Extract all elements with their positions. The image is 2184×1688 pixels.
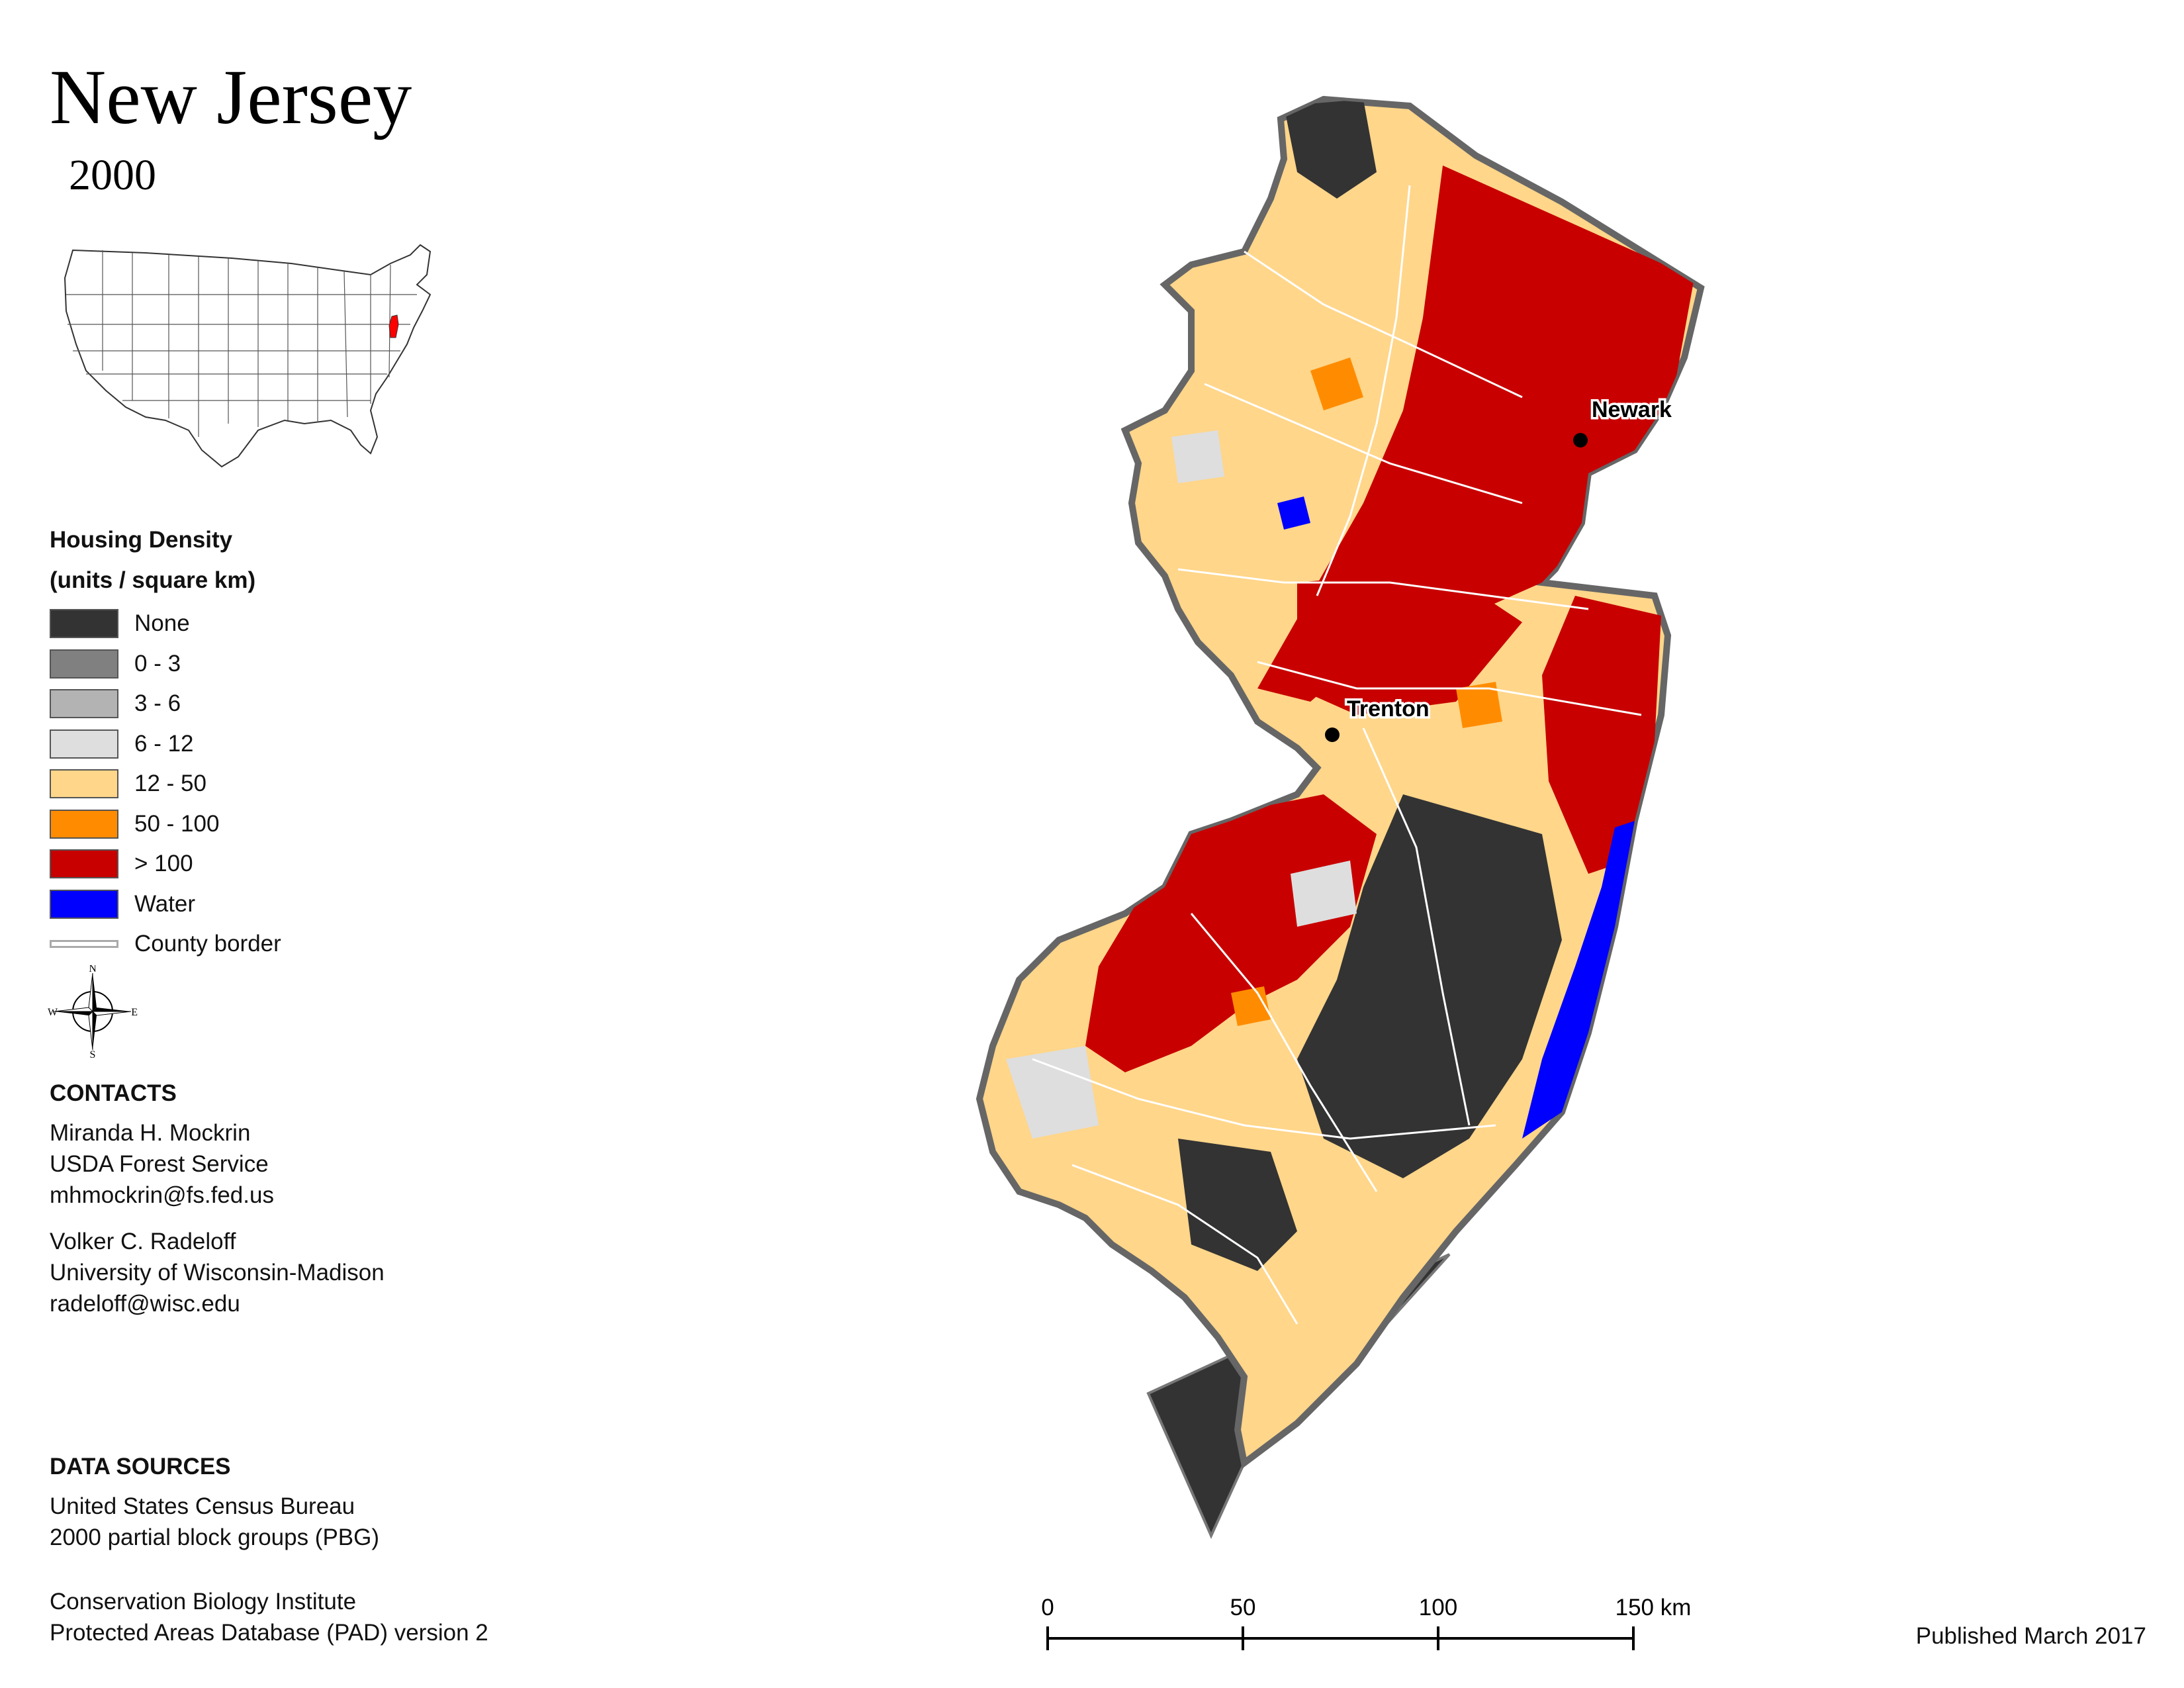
density-over100-northeast (1257, 165, 1694, 702)
published-date: Published March 2017 (1915, 1623, 2146, 1649)
legend-swatch (50, 809, 118, 839)
data-sources-heading: DATA SOURCES (50, 1454, 231, 1479)
legend: None 0 - 3 3 - 6 6 - 12 12 - 50 50 - 100… (50, 604, 281, 964)
contact-org: University of Wisconsin-Madison (50, 1260, 385, 1286)
legend-swatch (50, 940, 118, 949)
contacts-heading: CONTACTS (50, 1080, 177, 1106)
legend-swatch (50, 689, 118, 719)
newark-marker (1573, 433, 1588, 447)
scale-label: 0 (1041, 1595, 1054, 1620)
legend-swatch (50, 609, 118, 639)
legend-title-line1: Housing Density (50, 527, 233, 553)
legend-label: 50 - 100 (134, 810, 220, 837)
newark-label: Newark (1592, 397, 1672, 422)
legend-label: None (134, 610, 190, 637)
legend-title: Housing Density (units / square km) (50, 520, 255, 601)
legend-item-6-12: 6 - 12 (50, 724, 281, 765)
scale-bar: 0 50 100 150 km (1041, 1595, 1692, 1650)
density-6-12-patches (1006, 430, 1357, 1139)
contact-email[interactable]: radeloff@wisc.edu (50, 1291, 240, 1317)
density-none-pinelands (1297, 794, 1562, 1178)
legend-title-line2: (units / square km) (50, 567, 256, 594)
legend-item-3-6: 3 - 6 (50, 684, 281, 724)
data-source-line: 2000 partial block groups (PBG) (50, 1524, 380, 1550)
contact-name: Volker C. Radeloff (50, 1229, 236, 1254)
contact-person-2: Volker C. Radeloff University of Wiscons… (50, 1226, 385, 1319)
data-source-line: United States Census Bureau (50, 1493, 355, 1519)
legend-label: County border (134, 931, 281, 957)
legend-label: 12 - 50 (134, 771, 206, 797)
compass-w: W (48, 1007, 58, 1018)
density-over100-shore (1542, 596, 1661, 874)
county-borders (1032, 185, 1642, 1325)
data-source-line: Conservation Biology Institute (50, 1589, 357, 1615)
legend-item-50-100: 50 - 100 (50, 804, 281, 845)
legend-swatch (50, 849, 118, 879)
scale-label: 150 km (1615, 1595, 1692, 1620)
map-title: New Jersey (50, 54, 412, 140)
density-none-south (1178, 1139, 1297, 1271)
legend-swatch (50, 649, 118, 679)
legend-item-12-50: 12 - 50 (50, 764, 281, 804)
legend-item-over-100: > 100 (50, 844, 281, 884)
legend-label: 6 - 12 (134, 730, 194, 757)
legend-label: > 100 (134, 851, 193, 877)
density-none-north (1284, 99, 1377, 199)
contact-name: Miranda H. Mockrin (50, 1120, 251, 1146)
housing-density-layer (1006, 99, 1694, 1325)
legend-label: Water (134, 890, 196, 917)
legend-item-0-3: 0 - 3 (50, 644, 281, 684)
scale-label: 50 (1230, 1595, 1256, 1620)
legend-item-none: None (50, 604, 281, 644)
water-shore (1522, 821, 1635, 1139)
new-jersey-highlight (388, 314, 399, 338)
us-locator-inset (64, 244, 432, 468)
legend-item-county-border: County border (50, 924, 281, 964)
us-state-lines (66, 250, 417, 437)
us-outline (64, 244, 432, 468)
compass-n: N (89, 965, 97, 974)
legend-label: 3 - 6 (134, 690, 181, 717)
data-source-1: United States Census Bureau 2000 partial… (50, 1491, 379, 1553)
legend-swatch (50, 769, 118, 799)
scale-label: 100 (1419, 1595, 1457, 1620)
scale-bar-line (1046, 1626, 1635, 1650)
contact-org: USDA Forest Service (50, 1151, 269, 1177)
legend-swatch (50, 889, 118, 919)
trenton-marker (1325, 727, 1340, 742)
compass-rose-icon: N S E W (48, 965, 138, 1058)
data-source-line: Protected Areas Database (PAD) version 2 (50, 1620, 488, 1646)
trenton-label: Trenton (1347, 696, 1430, 722)
water-reservoir (1277, 496, 1310, 530)
contact-email[interactable]: mhmockrin@fs.fed.us (50, 1182, 274, 1208)
density-over100-central (1297, 569, 1522, 715)
legend-item-water: Water (50, 884, 281, 925)
contact-person-1: Miranda H. Mockrin USDA Forest Service m… (50, 1117, 274, 1211)
map-year: 2000 (69, 151, 156, 199)
compass-e: E (131, 1007, 138, 1018)
compass-s: S (90, 1049, 96, 1058)
legend-swatch (50, 729, 118, 759)
data-source-2: Conservation Biology Institute Protected… (50, 1586, 488, 1648)
legend-label: 0 - 3 (134, 650, 181, 677)
